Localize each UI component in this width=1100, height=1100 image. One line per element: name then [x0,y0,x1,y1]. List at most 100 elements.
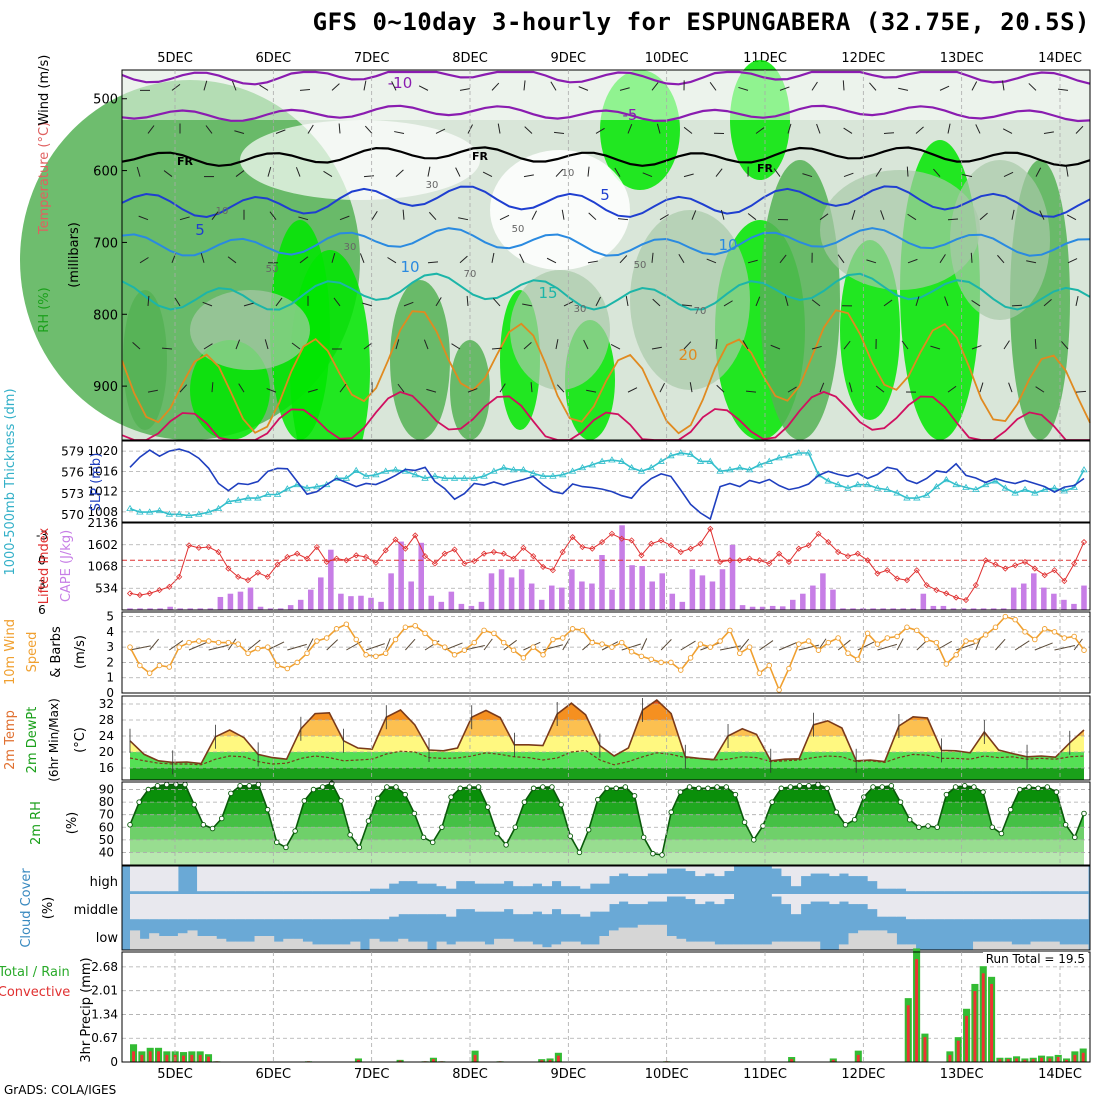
wind-barb-194 [583,339,589,350]
thickness-marker-96 [1070,483,1078,490]
rh2m-marker-59 [668,809,674,815]
wind10-marker-59 [707,644,714,650]
cloud-cell-2-99 [1078,944,1089,950]
wind-barb-36 [338,123,341,134]
pressure-label-600: 600 [93,165,118,180]
wind-barb-30 [147,125,155,134]
precip-conv-bar-98 [948,1054,952,1062]
li-marker-53 [648,540,655,547]
cloud-cell-2-46 [570,941,581,950]
cape-bar-32 [448,591,455,610]
wind10-barb-78 [896,638,904,651]
li-marker-47 [589,545,596,552]
li-marker-11 [235,573,242,580]
wind-barb-118 [1039,210,1045,220]
li-marker-78 [894,575,901,582]
cape-bar-16 [287,605,294,610]
wind-barb-150 [147,295,150,306]
cloud-cell-1-68 [781,894,792,905]
wind-barb-87 [1003,171,1014,178]
cape-bar-65 [779,606,786,610]
wind10-marker-63 [746,644,753,650]
wind10-barb-10 [227,638,237,651]
wind-barb-21 [811,81,818,91]
thickness-marker-64 [755,461,764,468]
li-marker-82 [933,587,940,594]
wind-barb-89 [1065,166,1069,177]
li-marker-42 [540,563,547,570]
wind10-marker-89 [1002,613,1009,620]
cloud-cell-1-56 [666,894,677,897]
cape-bar-18 [307,589,314,610]
wind-barb-75 [614,167,621,177]
cloud-axis-label: Cloud Cover [19,868,34,948]
wind10-axis-label-1: 10m Wind [3,619,18,685]
thickness-marker-42 [539,472,547,479]
rh2m-marker-44 [530,785,537,792]
thickness-marker-10 [224,497,233,504]
run-total-label: Run Total = 19.5 [982,952,1088,966]
cloud-cell-0-90 [992,866,1003,892]
thickness-marker-94 [1050,484,1059,491]
cloud-cell-1-81 [905,894,917,920]
wind-barb-206 [971,345,982,350]
wind-barb-108 [720,209,725,220]
wind10-barb-0 [129,645,151,651]
li-marker-76 [874,570,881,577]
wind-barb-144 [907,258,918,264]
cloud-cell-1-84 [934,894,945,920]
wind-barb-67 [363,175,375,178]
cape-bar-28 [408,581,414,610]
cloud-cell-1-33 [446,894,457,917]
wind-barb-128 [387,257,397,264]
li-marker-4 [166,583,173,590]
cape-bar-84 [970,608,977,610]
temp-axis-label-3: (6hr Min/Max) [47,698,61,782]
rh-axis-label: RH (%) [37,287,52,332]
rh2m-marker-9 [209,825,216,832]
x-tick-top-13DEC: 13DEC [940,51,984,66]
isotherm-label-10: 20 [678,346,697,364]
wind-barb-161 [492,298,501,307]
rh2m-marker-53 [613,785,619,792]
precip-conv-bar-36 [431,1059,435,1062]
rh2m-marker-104 [1081,810,1087,817]
li-marker-17 [294,550,301,557]
cloud-cell-1-18 [302,894,313,920]
cloud-cell-1-74 [838,894,849,902]
li-marker-81 [923,582,930,589]
wind10-barb-76 [877,643,898,651]
precip-conv-bar-41 [473,1054,477,1062]
precip-conv-bar-4 [165,1054,169,1062]
li-marker-19 [313,543,320,551]
wind-barb-209 [1061,341,1069,350]
cape-bar-33 [458,603,465,610]
wind10-marker-73 [845,650,851,657]
wind-barb-96 [339,215,350,221]
li-marker-32 [441,550,448,557]
cloud-cell-0-79 [886,866,897,889]
thickness-marker-54 [657,457,665,464]
wind-barb-69 [427,166,431,177]
wind10-marker-79 [904,624,910,631]
wind-barb-18 [709,81,717,91]
cape-bar-95 [1081,585,1087,610]
cloud-cell-1-21 [331,894,342,920]
wind10-barb-74 [857,641,875,651]
wind-barb-82 [843,172,854,178]
li-marker-38 [500,550,507,557]
precip-conv-bar-102 [981,973,985,1062]
li-marker-8 [205,543,212,551]
rh2m-marker-4 [163,781,170,788]
wind-barb-179 [1075,296,1079,307]
cloud-cell-1-41 [522,894,533,915]
cloud-cell-2-12 [244,941,256,950]
wind10-barb-28 [405,638,416,651]
wind-barb-52 [843,127,853,134]
cloud-cell-0-48 [589,866,600,884]
thickness-marker-92 [1031,489,1039,496]
cloud-cell-2-77 [867,930,878,950]
wind-barb-94 [269,211,277,220]
wind10-marker-21 [333,626,340,632]
wind10-marker-77 [884,635,891,641]
